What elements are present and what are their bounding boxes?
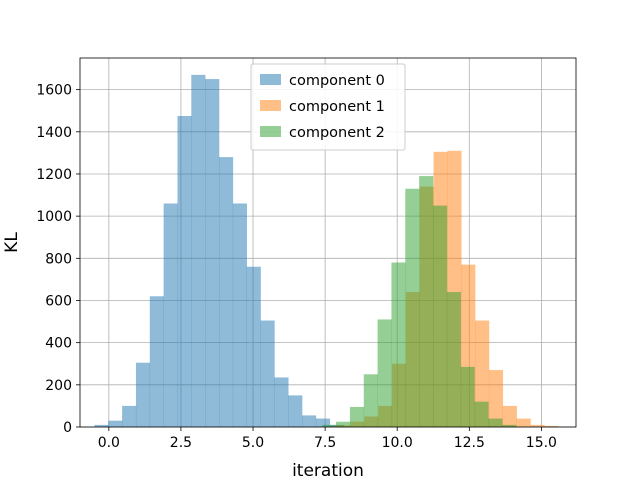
y-tick-label: 200	[45, 378, 72, 394]
histogram-bar	[122, 405, 137, 427]
histogram-bar	[288, 395, 303, 427]
y-tick-label: 0	[63, 420, 72, 436]
y-tick-label: 1000	[36, 209, 72, 225]
histogram-bar	[516, 418, 531, 427]
x-tick-label: 2.5	[170, 435, 192, 451]
histogram-bar	[363, 374, 378, 427]
histogram-bar	[530, 424, 545, 427]
bars	[94, 74, 559, 428]
y-axis: 0 200 400 600 800 1000 1200 1400 1600	[36, 83, 80, 436]
histogram-bar	[191, 74, 206, 428]
histogram-bar	[135, 362, 151, 427]
histogram-bar	[260, 320, 275, 427]
series-0	[94, 74, 344, 428]
histogram-bar	[218, 157, 234, 428]
x-tick-label: 0.0	[98, 435, 120, 451]
histogram-bar	[502, 424, 517, 427]
histogram-bar	[163, 203, 178, 427]
histogram-bar	[474, 401, 489, 427]
histogram-bar	[232, 203, 247, 427]
legend-swatch	[260, 74, 281, 85]
histogram-bar	[274, 377, 289, 427]
x-tick-label: 5.0	[242, 435, 264, 451]
y-axis-label: KL	[2, 232, 22, 253]
histogram-bar	[446, 292, 461, 427]
histogram-bar	[108, 420, 123, 427]
x-axis-label: iteration	[292, 461, 364, 480]
legend-box	[250, 63, 406, 151]
y-tick-label: 1400	[36, 125, 72, 141]
histogram-bar	[432, 205, 448, 427]
legend-label: component 1	[289, 99, 385, 115]
y-tick-label: 600	[45, 293, 72, 309]
histogram-bar	[419, 176, 434, 427]
histogram-bar	[460, 366, 475, 427]
legend-label: component 2	[289, 125, 385, 141]
histogram-bar	[149, 296, 164, 427]
legend: component 0 component 1 component 2	[250, 63, 406, 151]
x-tick-label: 12.5	[454, 435, 485, 451]
x-axis: 0.0 2.5 5.0 7.5 10.0 12.5 15.0	[98, 427, 557, 451]
histogram-bar	[205, 79, 220, 427]
x-tick-label: 10.0	[382, 435, 413, 451]
x-tick-label: 15.0	[526, 435, 557, 451]
plot-frame	[79, 57, 577, 428]
y-tick-label: 1200	[36, 167, 72, 183]
histogram-bar	[377, 319, 392, 427]
histogram-bar	[488, 370, 504, 427]
histogram-bar	[315, 418, 331, 427]
x-tick-label: 7.5	[314, 435, 336, 451]
histogram-bar	[302, 415, 317, 427]
histogram-bar	[544, 425, 559, 427]
legend-label: component 0	[289, 73, 385, 89]
y-tick-label: 400	[45, 336, 72, 352]
histogram-bar	[336, 421, 351, 427]
histogram-bar	[475, 320, 490, 427]
y-tick-label: 1600	[36, 83, 72, 99]
legend-swatch	[260, 100, 281, 111]
legend-swatch	[260, 126, 281, 137]
histogram-bar	[177, 115, 192, 427]
histogram-bar	[349, 406, 365, 427]
histogram-bar	[322, 424, 337, 427]
y-tick-label: 800	[45, 251, 72, 267]
histogram-bar	[405, 188, 420, 427]
histogram-bar	[94, 424, 109, 427]
histogram-bar	[502, 405, 517, 427]
histogram-bar	[246, 266, 261, 427]
histogram-bar	[391, 262, 406, 427]
histogram-bar	[488, 418, 503, 427]
series-2	[322, 176, 517, 427]
